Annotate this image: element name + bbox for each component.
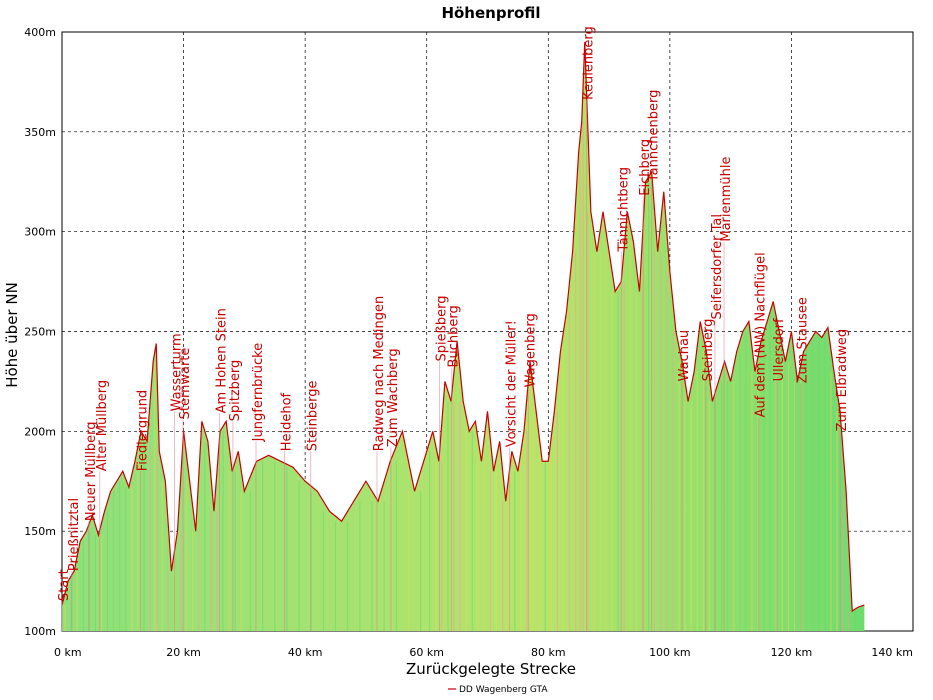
waypoint-label: Wagenberg bbox=[523, 313, 538, 387]
waypoint-label: Marienmühle bbox=[719, 157, 734, 242]
waypoint-label: Ullersdorf bbox=[772, 318, 787, 381]
waypoint-label: Radweg nach Medingen bbox=[372, 296, 387, 452]
waypoint-label: Keulenberg bbox=[582, 26, 597, 100]
x-tick-label: 40 km bbox=[288, 646, 323, 659]
x-axis-title: Zurückgelegte Strecke bbox=[406, 660, 576, 678]
waypoint-label: Jungfernbrücke bbox=[251, 343, 266, 443]
y-tick-label: 400m bbox=[24, 26, 56, 39]
waypoint-label: Alter Müllberg bbox=[95, 380, 110, 471]
waypoint-label: Zum Wachberg bbox=[386, 348, 401, 447]
waypoint-label: Start bbox=[57, 569, 72, 601]
waypoint-label: Prießnitztal bbox=[67, 498, 82, 571]
x-tick-label: 120 km bbox=[771, 646, 813, 659]
waypoint-label: Am Hohen Stein bbox=[215, 308, 230, 413]
waypoint-label: Steinberg bbox=[701, 319, 716, 382]
waypoint-label: Tännchenberg bbox=[647, 90, 662, 183]
legend: DD Wagenberg GTA bbox=[448, 685, 548, 695]
waypoint-label: Tännichtberg bbox=[616, 167, 631, 253]
waypoint-label: Spitzberg bbox=[228, 360, 243, 422]
waypoint-label: Zum Stausee bbox=[796, 297, 811, 383]
waypoint-label: Seifersdorfer Tal bbox=[710, 214, 725, 320]
x-tick-label: 20 km bbox=[166, 646, 201, 659]
x-tick-label: 100 km bbox=[649, 646, 691, 659]
x-tick-label: 0 km bbox=[54, 646, 82, 659]
waypoint-label: Neuer Müllberg bbox=[84, 421, 99, 521]
axis-ticks: 100m 150m 200m 250m 300m 350m 400m 0 km 20 km 40 … bbox=[24, 26, 913, 659]
waypoint-label: Fiedlergrund bbox=[135, 390, 150, 471]
y-axis-title: Höhe über NN bbox=[3, 282, 21, 388]
waypoint-label: Spießberg bbox=[435, 296, 450, 362]
y-tick-label: 350m bbox=[24, 126, 56, 139]
y-tick-label: 250m bbox=[24, 326, 56, 339]
waypoint-label: Zum Elbradweg bbox=[835, 329, 850, 431]
waypoint-label: Eichberg bbox=[638, 139, 653, 196]
waypoint-label: Auf dem (NW) Nachflügel bbox=[754, 252, 769, 417]
y-tick-label: 200m bbox=[24, 425, 56, 438]
y-tick-label: 300m bbox=[24, 226, 56, 239]
waypoint-label: Steinberge bbox=[306, 380, 321, 451]
elevation-polyline bbox=[61, 41, 865, 613]
waypoint-label: Wasserturm bbox=[170, 333, 185, 411]
waypoint-label: Heidehof bbox=[280, 392, 295, 451]
waypoint-label: Sternwarte bbox=[178, 348, 193, 420]
waypoint-label: Vorsicht der Müller! bbox=[504, 320, 519, 447]
waypoint-label: Buchberg bbox=[447, 305, 462, 367]
legend-label: DD Wagenberg GTA bbox=[459, 685, 548, 695]
y-tick-label: 100m bbox=[24, 625, 56, 638]
grade-stripes bbox=[64, 121, 862, 631]
chart-title: Höhenprofil bbox=[441, 4, 540, 22]
x-tick-label: 140 km bbox=[871, 646, 913, 659]
x-tick-label: 80 km bbox=[531, 646, 566, 659]
elevation-line bbox=[61, 41, 865, 613]
x-tick-label: 60 km bbox=[409, 646, 444, 659]
waypoint-label: Wachau bbox=[677, 330, 692, 382]
y-tick-label: 150m bbox=[24, 525, 56, 538]
